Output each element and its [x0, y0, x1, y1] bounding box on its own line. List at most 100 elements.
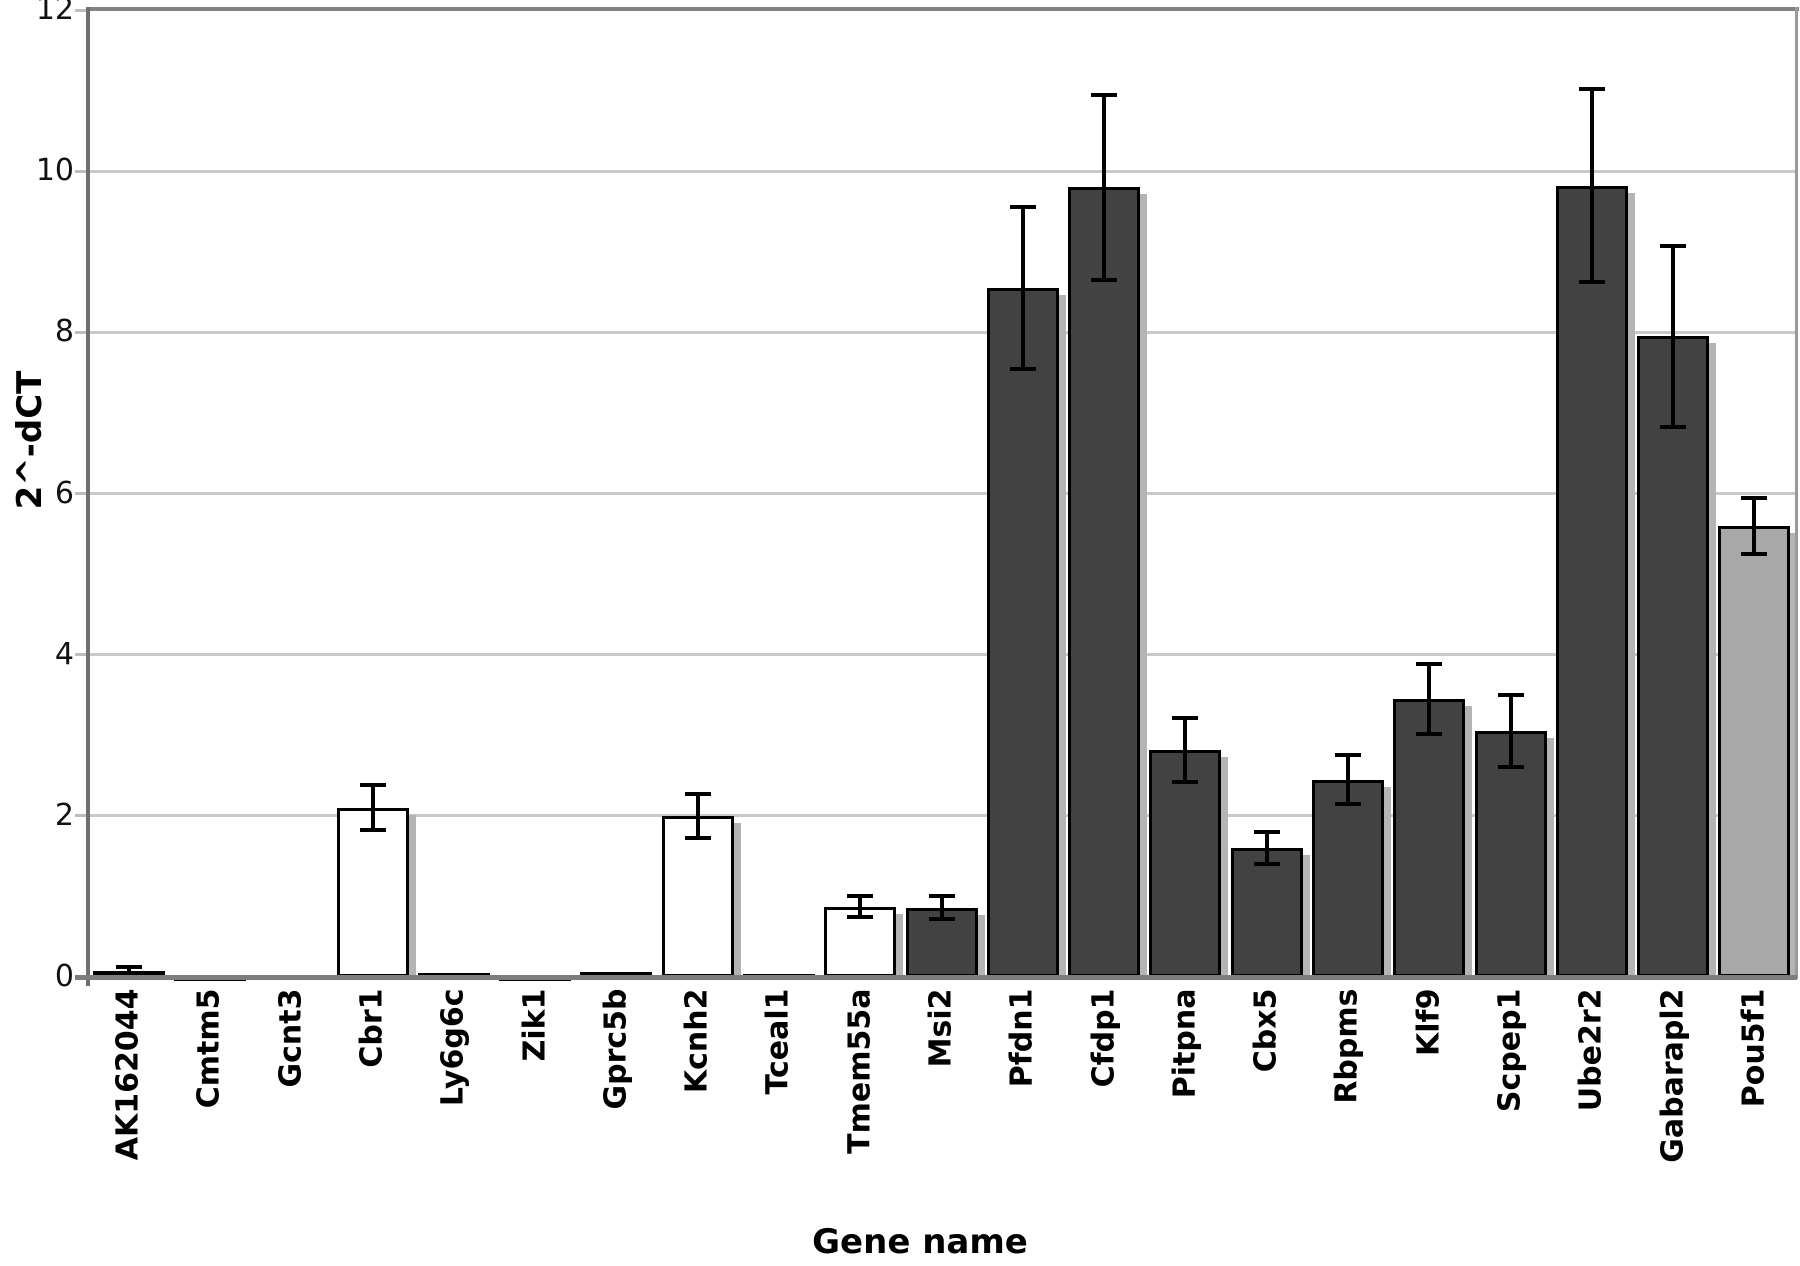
- error-bar-cap-top: [928, 894, 955, 899]
- y-tick-label: 12: [35, 0, 74, 27]
- error-bar-line: [1508, 694, 1513, 768]
- plot-right-border: [1795, 7, 1798, 979]
- x-axis-title: Gene name: [812, 1222, 1028, 1262]
- y-axis-line: [86, 7, 90, 986]
- y-tick-mark: [75, 8, 88, 12]
- bar-Klf9: [1393, 698, 1466, 977]
- x-tick-label-Klf9: Klf9: [1411, 988, 1447, 1056]
- x-tick-label-Pou5f1: Pou5f1: [1736, 988, 1772, 1107]
- error-bar-cap-top: [359, 783, 386, 788]
- x-tick-label-Kcnh2: Kcnh2: [679, 988, 715, 1093]
- x-tick-label-Scpep1: Scpep1: [1492, 988, 1528, 1112]
- y-tick-mark: [75, 814, 88, 818]
- error-bar-line: [1020, 207, 1025, 369]
- error-bar-cap-bottom: [1334, 801, 1361, 806]
- y-tick-label: 10: [35, 153, 74, 189]
- y-tick-label: 6: [54, 475, 74, 511]
- bar-Pfdn1: [986, 288, 1059, 977]
- x-tick-label-AK162044: AK162044: [110, 988, 146, 1160]
- error-bar-cap-top: [115, 964, 142, 969]
- gridline-y4: [88, 653, 1795, 657]
- error-bar-cap-bottom: [1497, 765, 1524, 770]
- error-bar-line: [695, 794, 700, 838]
- bar-Cbr1: [336, 807, 409, 977]
- error-bar-cap-bottom: [1253, 862, 1280, 867]
- error-bar-line: [370, 785, 375, 831]
- x-tick-label-Msi2: Msi2: [923, 988, 959, 1067]
- error-bar-cap-bottom: [1578, 280, 1605, 285]
- y-tick-mark: [75, 653, 88, 657]
- error-bar-line: [939, 896, 944, 919]
- bar-Kcnh2: [661, 815, 734, 977]
- error-bar-line: [1183, 717, 1188, 782]
- error-bar-cap-bottom: [1172, 779, 1199, 784]
- error-bar-cap-top: [847, 894, 874, 899]
- bar-Rbpms: [1311, 779, 1384, 977]
- y-tick-label: 8: [54, 314, 74, 350]
- error-bar-cap-top: [1009, 205, 1036, 210]
- error-bar-line: [1345, 755, 1350, 804]
- bar-Ube2r2: [1555, 185, 1628, 977]
- y-tick-mark: [75, 330, 88, 334]
- y-tick-mark: [75, 169, 88, 173]
- bar-Pou5f1: [1718, 525, 1791, 977]
- gridline-y2: [88, 814, 1795, 818]
- error-bar-line: [1427, 664, 1432, 734]
- x-tick-label-Cfdp1: Cfdp1: [1086, 988, 1122, 1087]
- x-tick-label-Rbpms: Rbpms: [1329, 988, 1365, 1104]
- y-tick-mark: [75, 492, 88, 495]
- gridline-y6: [88, 492, 1795, 495]
- y-tick-label: 2: [54, 797, 74, 833]
- plot-top-border: [88, 7, 1799, 11]
- error-bar-cap-bottom: [1416, 731, 1443, 736]
- x-tick-label-Pitpna: Pitpna: [1167, 988, 1203, 1098]
- error-bar-line: [858, 896, 863, 918]
- x-tick-label-Gprc5b: Gprc5b: [598, 988, 634, 1110]
- error-bar-cap-bottom: [1091, 277, 1118, 282]
- x-tick-label-Ube2r2: Ube2r2: [1573, 988, 1609, 1111]
- gridline-y8: [88, 330, 1795, 334]
- error-bar-line: [1752, 497, 1757, 554]
- error-bar-cap-top: [1497, 692, 1524, 697]
- x-tick-label-Ly6g6c: Ly6g6c: [435, 988, 471, 1106]
- x-tick-label-Tmem55a: Tmem55a: [842, 988, 878, 1154]
- gridline-y10: [88, 169, 1795, 173]
- error-bar-cap-top: [1578, 86, 1605, 91]
- error-bar-line: [126, 966, 131, 975]
- error-bar-cap-bottom: [928, 916, 955, 921]
- error-bar-cap-bottom: [359, 828, 386, 833]
- x-tick-label-Cbr1: Cbr1: [354, 988, 390, 1068]
- x-tick-label-Gcnt3: Gcnt3: [273, 988, 309, 1087]
- error-bar-cap-bottom: [847, 915, 874, 920]
- bar-Scpep1: [1474, 731, 1547, 977]
- error-bar-cap-top: [1172, 715, 1199, 720]
- error-bar-cap-top: [1334, 753, 1361, 758]
- y-tick-label: 0: [54, 959, 74, 994]
- bar-Pitpna: [1149, 749, 1222, 977]
- error-bar-line: [1264, 831, 1269, 865]
- error-bar-line: [1671, 246, 1676, 427]
- x-tick-label-Pfdn1: Pfdn1: [1004, 988, 1040, 1087]
- x-tick-label-Tceal1: Tceal1: [760, 988, 796, 1095]
- x-axis-line: [75, 975, 1797, 980]
- error-bar-cap-bottom: [1741, 551, 1768, 556]
- error-bar-cap-bottom: [115, 972, 142, 977]
- y-axis-title: 2^-dCT: [10, 370, 50, 510]
- y-tick-label: 4: [54, 636, 74, 672]
- x-tick-label-Cbx5: Cbx5: [1248, 988, 1284, 1072]
- error-bar-cap-bottom: [684, 835, 711, 840]
- error-bar-line: [1102, 94, 1107, 280]
- error-bar-cap-bottom: [1009, 366, 1036, 371]
- error-bar-cap-bottom: [1660, 424, 1687, 429]
- x-tick-label-Gabarapl2: Gabarapl2: [1655, 988, 1691, 1163]
- error-bar-cap-top: [1660, 244, 1687, 249]
- x-tick-label-Cmtm5: Cmtm5: [191, 988, 227, 1108]
- bar-Gabarapl2: [1637, 336, 1710, 977]
- error-bar-line: [1589, 88, 1594, 283]
- error-bar-cap-top: [684, 792, 711, 797]
- error-bar-cap-top: [1253, 829, 1280, 834]
- error-bar-cap-top: [1741, 495, 1768, 500]
- x-tick-label-Zik1: Zik1: [517, 988, 553, 1061]
- error-bar-cap-top: [1416, 662, 1443, 667]
